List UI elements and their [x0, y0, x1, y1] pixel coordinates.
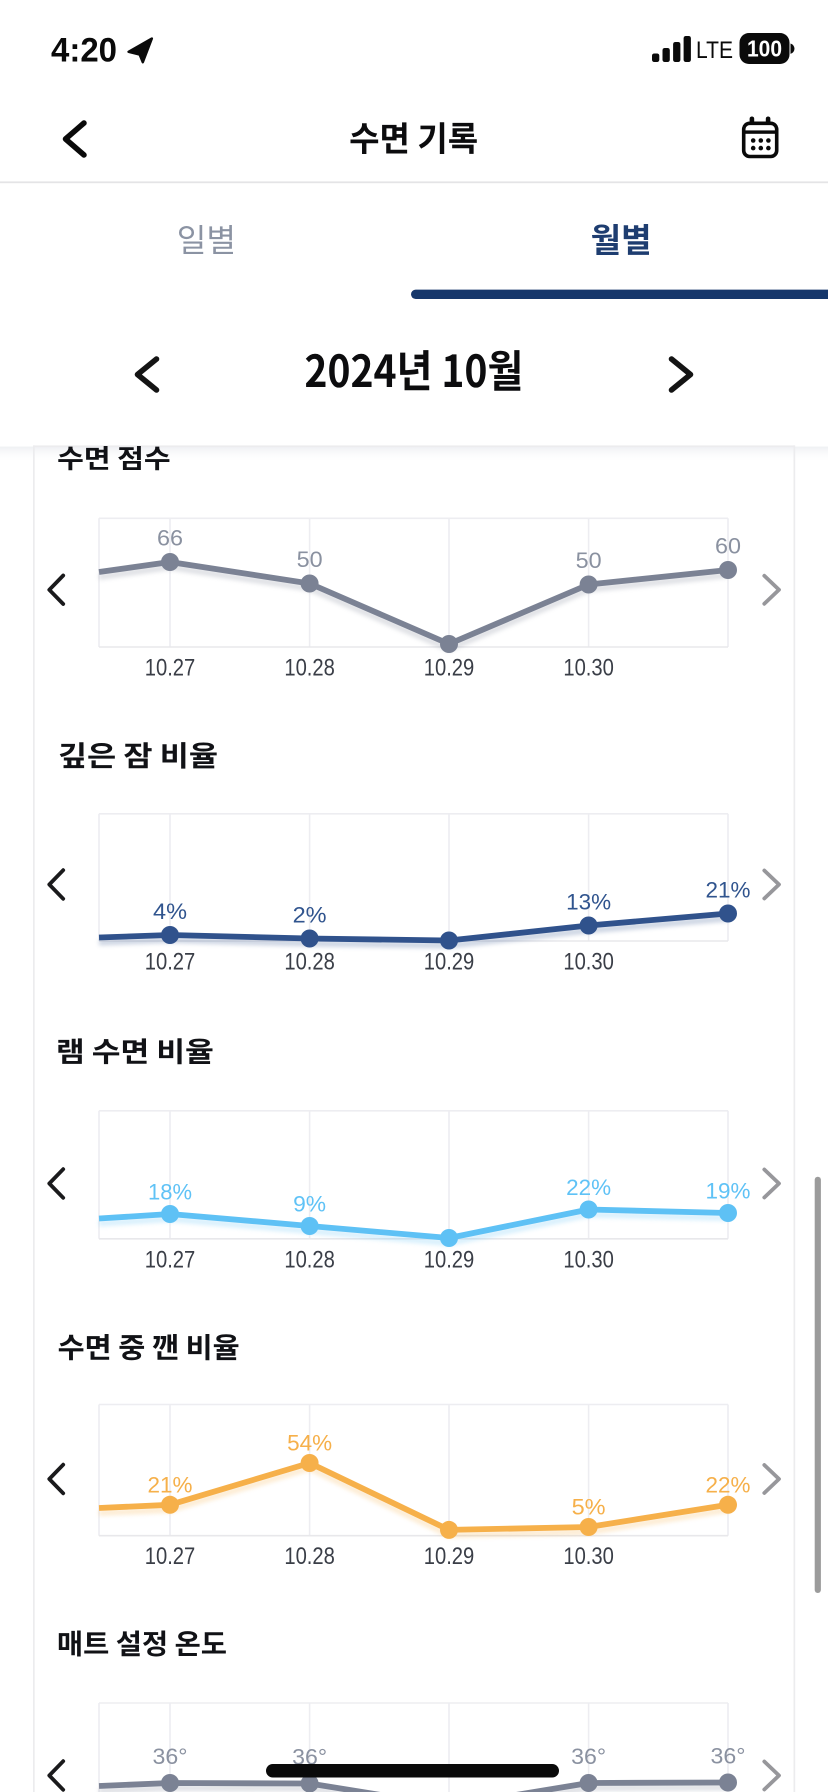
svg-text:21%: 21% [148, 1472, 193, 1497]
svg-text:10.30: 10.30 [563, 1543, 614, 1570]
svg-text:10.30: 10.30 [563, 1246, 614, 1273]
svg-text:50: 50 [576, 548, 602, 573]
svg-text:10.29: 10.29 [424, 949, 475, 976]
svg-text:9%: 9% [293, 1192, 326, 1217]
svg-text:66: 66 [157, 526, 183, 551]
svg-text:36°: 36° [711, 1744, 746, 1769]
svg-text:10.27: 10.27 [145, 949, 196, 976]
svg-text:10.28: 10.28 [284, 1246, 335, 1273]
svg-text:10.28: 10.28 [284, 1543, 335, 1570]
svg-text:4:20: 4:20 [51, 32, 117, 70]
svg-text:100: 100 [747, 36, 782, 62]
svg-text:19%: 19% [706, 1179, 751, 1204]
svg-text:18%: 18% [148, 1180, 192, 1205]
svg-text:13%: 13% [566, 890, 611, 915]
svg-text:22%: 22% [706, 1472, 751, 1497]
svg-text:10.28: 10.28 [284, 949, 335, 976]
svg-text:10.29: 10.29 [424, 655, 475, 682]
svg-text:50: 50 [297, 547, 323, 572]
svg-text:10.30: 10.30 [563, 655, 614, 682]
svg-text:10.27: 10.27 [145, 1246, 196, 1273]
svg-text:22%: 22% [566, 1175, 611, 1200]
svg-text:60: 60 [715, 534, 741, 559]
svg-text:LTE: LTE [696, 37, 733, 64]
svg-text:21%: 21% [706, 878, 751, 903]
svg-text:10.29: 10.29 [424, 1543, 475, 1570]
svg-text:36°: 36° [153, 1744, 188, 1769]
svg-text:5%: 5% [572, 1495, 606, 1520]
svg-text:54%: 54% [287, 1431, 332, 1456]
svg-text:10.27: 10.27 [145, 1543, 196, 1570]
svg-text:10.27: 10.27 [145, 655, 196, 682]
svg-text:4%: 4% [153, 899, 187, 924]
svg-text:2%: 2% [293, 903, 327, 928]
svg-text:10.30: 10.30 [563, 949, 614, 976]
svg-text:36°: 36° [571, 1744, 606, 1769]
svg-text:10.29: 10.29 [424, 1246, 475, 1273]
svg-text:10.28: 10.28 [284, 655, 335, 682]
